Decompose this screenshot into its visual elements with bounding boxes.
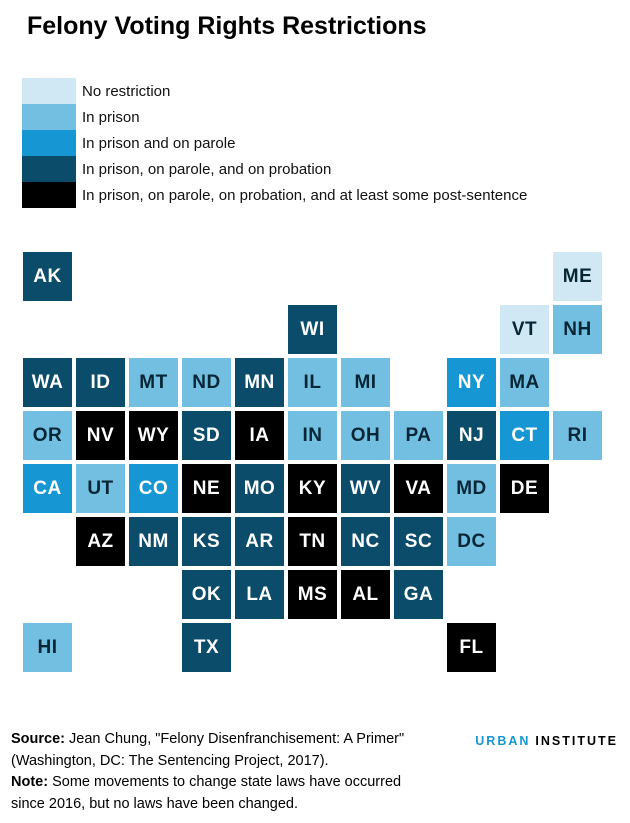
- state-tile-or: OR: [23, 411, 72, 460]
- state-tile-il: IL: [288, 358, 337, 407]
- state-tile-md: MD: [447, 464, 496, 513]
- state-tile-ri: RI: [553, 411, 602, 460]
- state-tile-co: CO: [129, 464, 178, 513]
- footer-notes: Source: Jean Chung, "Felony Disenfranchi…: [11, 729, 481, 815]
- legend-item-in_prison: In prison: [22, 104, 527, 130]
- note-label: Note:: [11, 774, 49, 791]
- logo-institute-wordmark: INSTITUTE: [535, 734, 618, 748]
- state-tile-wi: WI: [288, 305, 337, 354]
- legend-swatch-in_prison_parole_probation: [22, 156, 76, 182]
- state-tile-mi: MI: [341, 358, 390, 407]
- state-tile-wa: WA: [23, 358, 72, 407]
- state-tile-pa: PA: [394, 411, 443, 460]
- legend-label: In prison, on parole, on probation, and …: [82, 186, 528, 204]
- source-text: Jean Chung, "Felony Disenfranchisement: …: [65, 731, 405, 747]
- legend-label: In prison, on parole, and on probation: [82, 160, 332, 178]
- logo-urban-wordmark: URBAN: [475, 734, 531, 748]
- state-tile-ut: UT: [76, 464, 125, 513]
- state-tile-dc: DC: [447, 517, 496, 566]
- state-tile-mt: MT: [129, 358, 178, 407]
- state-tile-hi: HI: [23, 623, 72, 672]
- state-tile-oh: OH: [341, 411, 390, 460]
- state-tile-al: AL: [341, 570, 390, 619]
- note-line-2: since 2016, but no laws have been change…: [11, 795, 298, 812]
- state-tile-de: DE: [500, 464, 549, 513]
- source-label: Source:: [11, 731, 65, 747]
- legend-item-post_sentence: In prison, on parole, on probation, and …: [22, 182, 527, 208]
- state-tile-mn: MN: [235, 358, 284, 407]
- state-tile-az: AZ: [76, 517, 125, 566]
- state-tile-vt: VT: [500, 305, 549, 354]
- state-tile-ma: MA: [500, 358, 549, 407]
- state-tile-ia: IA: [235, 411, 284, 460]
- state-tile-tn: TN: [288, 517, 337, 566]
- urban-institute-logo: URBAN INSTITUTE: [475, 734, 618, 748]
- state-tile-in: IN: [288, 411, 337, 460]
- note-text: Some movements to change state laws have…: [48, 774, 402, 791]
- state-tile-wv: WV: [341, 464, 390, 513]
- state-tile-nj: NJ: [447, 411, 496, 460]
- state-tile-tx: TX: [182, 623, 231, 672]
- state-tile-me: ME: [553, 252, 602, 301]
- legend-label: In prison: [82, 108, 140, 126]
- state-tile-ak: AK: [23, 252, 72, 301]
- state-tile-ga: GA: [394, 570, 443, 619]
- state-tile-ct: CT: [500, 411, 549, 460]
- state-tile-sd: SD: [182, 411, 231, 460]
- legend-item-in_prison_parole: In prison and on parole: [22, 130, 527, 156]
- state-tile-ar: AR: [235, 517, 284, 566]
- source-line-2: (Washington, DC: The Sentencing Project,…: [11, 752, 329, 769]
- source-line-1: Source: Jean Chung, "Felony Disenfranchi…: [11, 729, 481, 751]
- state-tile-ca: CA: [23, 464, 72, 513]
- state-tile-ne: NE: [182, 464, 231, 513]
- state-tile-nh: NH: [553, 305, 602, 354]
- state-tile-ky: KY: [288, 464, 337, 513]
- legend-swatch-in_prison_parole: [22, 130, 76, 156]
- note-line-1: Note: Some movements to change state law…: [11, 772, 481, 794]
- state-tile-nc: NC: [341, 517, 390, 566]
- state-tile-wy: WY: [129, 411, 178, 460]
- state-tile-fl: FL: [447, 623, 496, 672]
- state-tile-nd: ND: [182, 358, 231, 407]
- legend-item-no_restriction: No restriction: [22, 78, 527, 104]
- legend-swatch-in_prison: [22, 104, 76, 130]
- chart-title: Felony Voting Rights Restrictions: [27, 12, 427, 40]
- state-tile-la: LA: [235, 570, 284, 619]
- legend: No restriction In prison In prison and on …: [22, 78, 527, 208]
- state-tile-nv: NV: [76, 411, 125, 460]
- state-tile-id: ID: [76, 358, 125, 407]
- legend-swatch-no_restriction: [22, 78, 76, 104]
- legend-label: No restriction: [82, 82, 171, 100]
- state-tile-ks: KS: [182, 517, 231, 566]
- state-tile-ok: OK: [182, 570, 231, 619]
- state-tile-mo: MO: [235, 464, 284, 513]
- legend-item-in_prison_parole_probation: In prison, on parole, and on probation: [22, 156, 527, 182]
- legend-label: In prison and on parole: [82, 134, 236, 152]
- state-tile-ms: MS: [288, 570, 337, 619]
- state-tile-ny: NY: [447, 358, 496, 407]
- state-tile-nm: NM: [129, 517, 178, 566]
- state-tile-va: VA: [394, 464, 443, 513]
- legend-swatch-post_sentence: [22, 182, 76, 208]
- state-tile-sc: SC: [394, 517, 443, 566]
